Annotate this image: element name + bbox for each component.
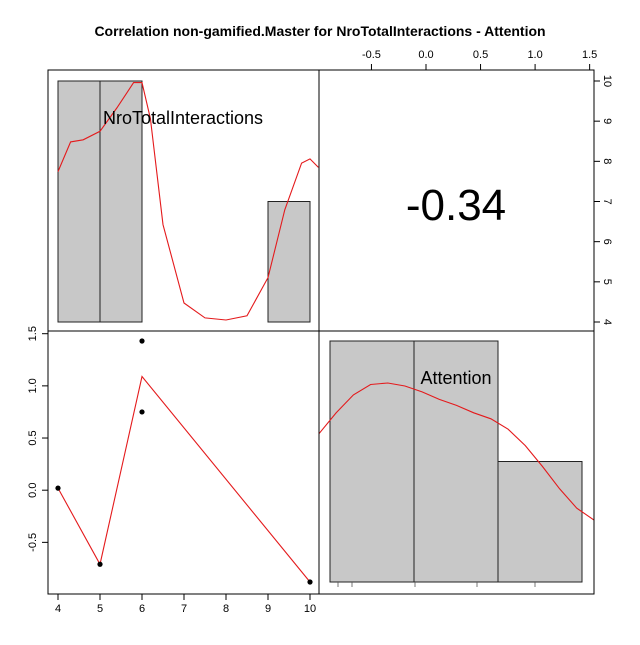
panel-bottom-right bbox=[318, 330, 595, 595]
bottom-axis-tick-label: 6 bbox=[139, 603, 145, 615]
density-curve-b bbox=[318, 382, 595, 521]
hist-b-bar bbox=[497, 461, 583, 583]
bottom-axis-tick-label: 8 bbox=[223, 603, 229, 615]
scatter-point bbox=[307, 579, 313, 585]
hist-a-bar bbox=[267, 201, 311, 323]
scatter-point bbox=[55, 485, 61, 491]
bottom-axis-tick-label: 7 bbox=[181, 603, 187, 615]
top-axis-tick-label: 0.0 bbox=[418, 49, 433, 61]
hist-a-label: NroTotalInteractions bbox=[103, 108, 263, 128]
right-axis-tick-label: 5 bbox=[601, 279, 613, 285]
bottom-axis-tick-label: 5 bbox=[97, 603, 103, 615]
left-axis-tick-label: 1.5 bbox=[27, 326, 39, 341]
right-axis-tick-label: 4 bbox=[601, 319, 613, 325]
hist-b-label: Attention bbox=[420, 368, 491, 388]
hist-b-bar bbox=[413, 340, 499, 583]
chart-title: Correlation non-gamified.Master for NroT… bbox=[94, 23, 545, 39]
left-axis-tick-label: 0.5 bbox=[27, 430, 39, 445]
top-axis-tick-label: 1.0 bbox=[527, 49, 542, 61]
scatter-point bbox=[97, 561, 103, 567]
bottom-axis-tick-label: 9 bbox=[265, 603, 271, 615]
scatter-point bbox=[139, 338, 145, 344]
top-axis-tick-label: 0.5 bbox=[473, 49, 488, 61]
scatter-point bbox=[139, 409, 145, 415]
bottom-axis-tick-label: 4 bbox=[55, 603, 61, 615]
right-axis-tick-label: 10 bbox=[601, 75, 613, 87]
hist-a-bar bbox=[57, 80, 101, 323]
panel-bottom-left bbox=[47, 330, 320, 595]
left-axis-tick-label: -0.5 bbox=[27, 533, 39, 552]
right-axis-tick-label: 6 bbox=[601, 239, 613, 245]
left-axis-tick-label: 1.0 bbox=[27, 378, 39, 393]
top-axis-tick-label: 1.5 bbox=[582, 49, 597, 61]
right-axis-tick-label: 9 bbox=[601, 118, 613, 124]
correlation-value: -0.34 bbox=[406, 181, 506, 230]
hist-b-bar bbox=[329, 340, 415, 583]
right-axis-tick-label: 7 bbox=[601, 198, 613, 204]
scatter-fit-line bbox=[57, 375, 311, 583]
chart-layer: 4 5 6 7 8 9 10 NroTotalInteractions -0.34 -0.5 0.0… bbox=[27, 49, 613, 615]
top-axis-tick-label: -0.5 bbox=[362, 49, 381, 61]
left-axis-tick-label: 0.0 bbox=[27, 483, 39, 498]
bottom-axis-tick-label: 10 bbox=[304, 603, 316, 615]
right-axis-tick-label: 8 bbox=[601, 158, 613, 164]
density-curve-a bbox=[57, 82, 319, 321]
